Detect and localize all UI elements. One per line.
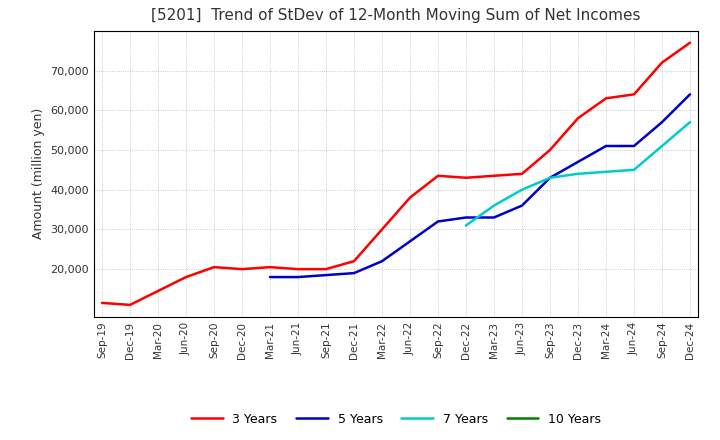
- 5 Years: [630, 143, 639, 149]
- 3 Years: [238, 267, 246, 272]
- Line: 5 Years: 5 Years: [270, 94, 690, 277]
- 5 Years: [490, 215, 498, 220]
- 3 Years: [153, 288, 162, 293]
- 3 Years: [378, 227, 387, 232]
- 3 Years: [405, 195, 414, 200]
- 5 Years: [518, 203, 526, 208]
- Y-axis label: Amount (million yen): Amount (million yen): [32, 108, 45, 239]
- 7 Years: [657, 143, 666, 149]
- 5 Years: [405, 238, 414, 244]
- 5 Years: [462, 215, 470, 220]
- 3 Years: [210, 264, 218, 270]
- Line: 3 Years: 3 Years: [102, 43, 690, 305]
- Title: [5201]  Trend of StDev of 12-Month Moving Sum of Net Incomes: [5201] Trend of StDev of 12-Month Moving…: [151, 7, 641, 23]
- 7 Years: [546, 175, 554, 180]
- 3 Years: [350, 259, 359, 264]
- 3 Years: [490, 173, 498, 179]
- 5 Years: [350, 271, 359, 276]
- 3 Years: [518, 171, 526, 176]
- 3 Years: [266, 264, 274, 270]
- 7 Years: [574, 171, 582, 176]
- 7 Years: [462, 223, 470, 228]
- 5 Years: [433, 219, 442, 224]
- 5 Years: [574, 159, 582, 165]
- 7 Years: [490, 203, 498, 208]
- 5 Years: [546, 175, 554, 180]
- 5 Years: [294, 275, 302, 280]
- 3 Years: [546, 147, 554, 153]
- 3 Years: [433, 173, 442, 179]
- 3 Years: [685, 40, 694, 45]
- 3 Years: [294, 267, 302, 272]
- 5 Years: [657, 120, 666, 125]
- 7 Years: [518, 187, 526, 192]
- 3 Years: [574, 116, 582, 121]
- 3 Years: [657, 60, 666, 65]
- 3 Years: [630, 92, 639, 97]
- 7 Years: [630, 167, 639, 172]
- 7 Years: [602, 169, 611, 174]
- 5 Years: [685, 92, 694, 97]
- 5 Years: [378, 259, 387, 264]
- Legend: 3 Years, 5 Years, 7 Years, 10 Years: 3 Years, 5 Years, 7 Years, 10 Years: [186, 408, 606, 431]
- 3 Years: [181, 275, 190, 280]
- 3 Years: [126, 302, 135, 308]
- 3 Years: [98, 300, 107, 305]
- 7 Years: [685, 120, 694, 125]
- 5 Years: [322, 272, 330, 278]
- 3 Years: [322, 267, 330, 272]
- 5 Years: [266, 275, 274, 280]
- Line: 7 Years: 7 Years: [466, 122, 690, 225]
- 3 Years: [462, 175, 470, 180]
- 5 Years: [602, 143, 611, 149]
- 3 Years: [602, 95, 611, 101]
